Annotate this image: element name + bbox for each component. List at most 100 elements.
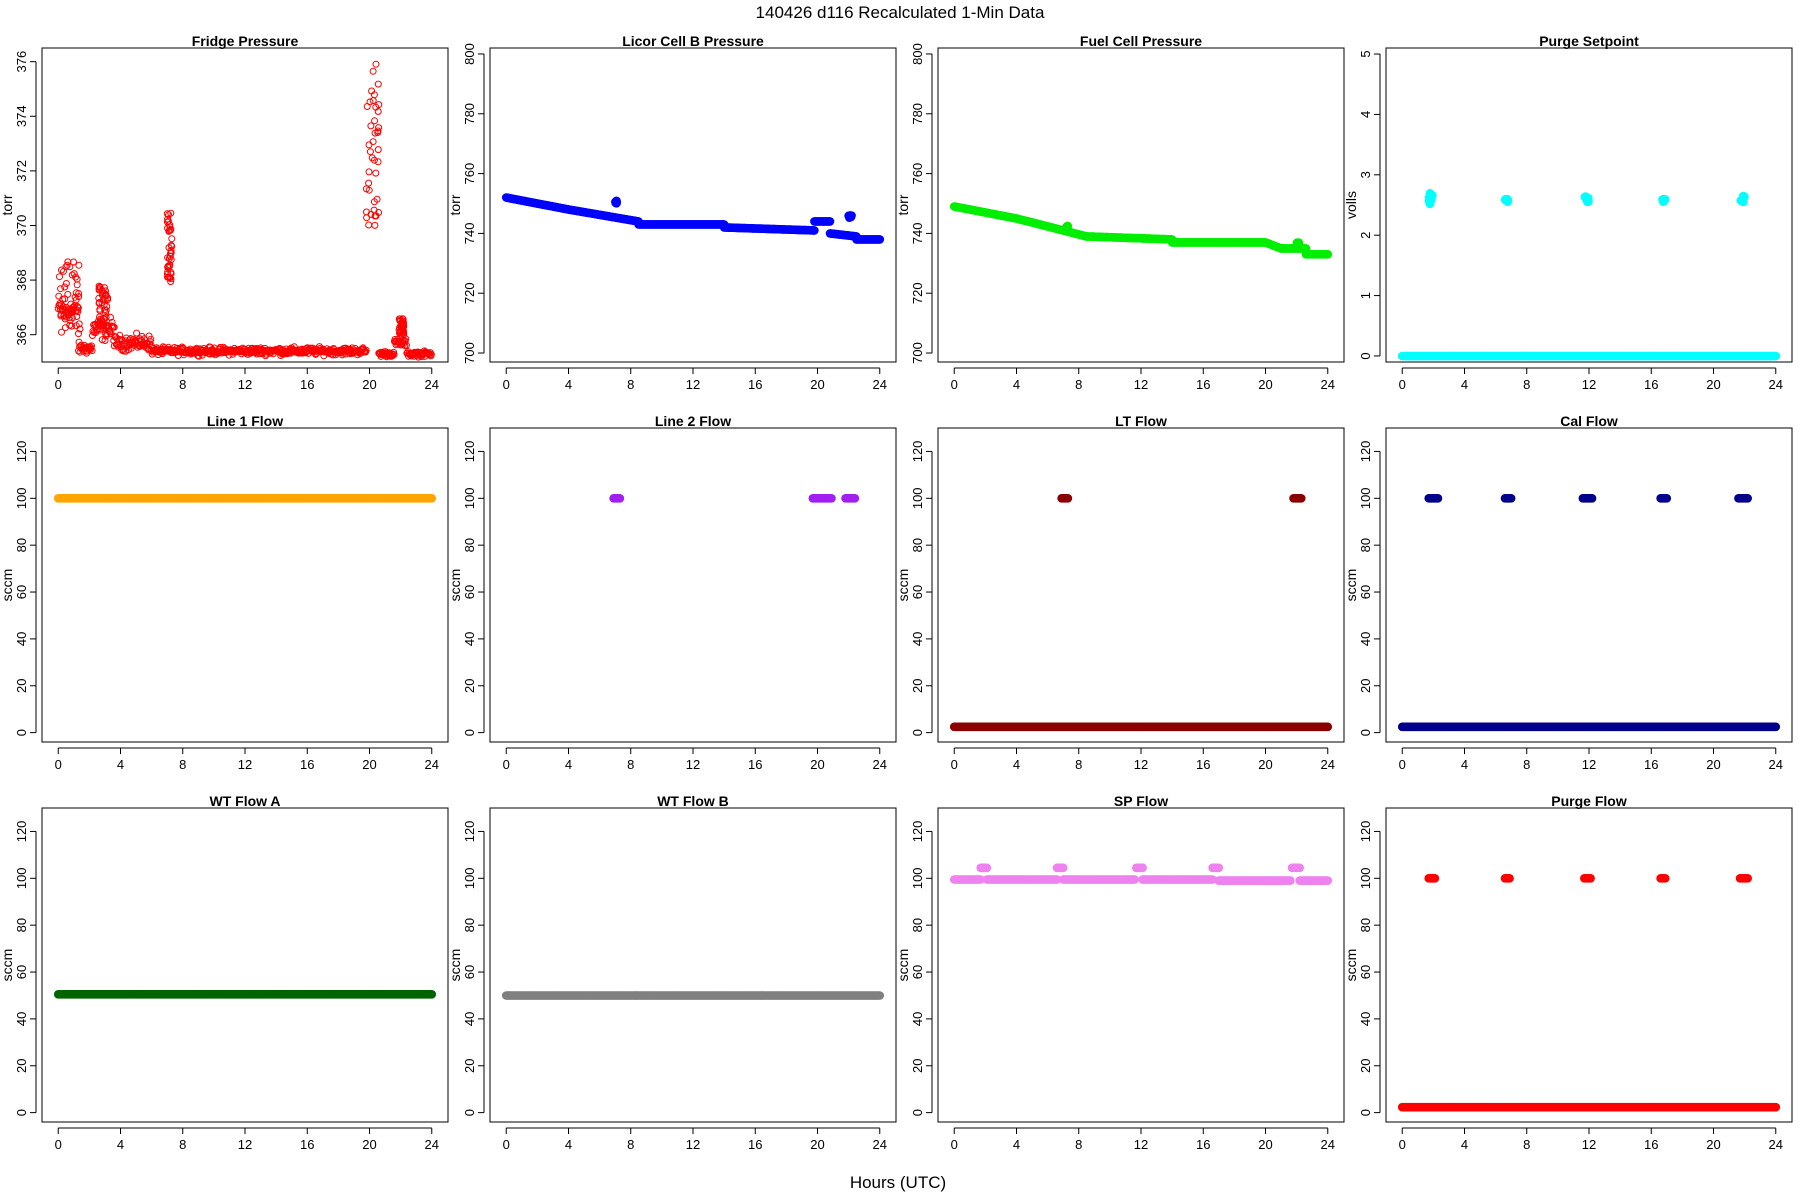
plot-frame bbox=[489, 427, 897, 743]
data-point bbox=[167, 226, 174, 234]
data-point bbox=[367, 210, 375, 218]
data-point bbox=[375, 124, 383, 132]
data-point bbox=[1659, 196, 1668, 205]
x-tick-label: 12 bbox=[1134, 757, 1148, 772]
data-point bbox=[1584, 197, 1593, 206]
x-tick-label: 12 bbox=[238, 1137, 252, 1152]
y-tick-label: 20 bbox=[14, 679, 29, 693]
x-tick-label: 16 bbox=[300, 377, 314, 392]
x-tick-label: 20 bbox=[1706, 757, 1720, 772]
y-tick-label: 760 bbox=[462, 163, 477, 185]
data-point bbox=[1297, 494, 1306, 503]
panel-title: Cal Flow bbox=[1560, 413, 1618, 429]
data-point bbox=[133, 329, 141, 337]
y-tick-label: 372 bbox=[14, 160, 29, 182]
data-point bbox=[195, 352, 203, 360]
x-tick-label: 8 bbox=[1523, 757, 1530, 772]
data-point bbox=[102, 287, 109, 295]
y-tick-label: 20 bbox=[910, 679, 925, 693]
y-tick-label: 60 bbox=[14, 585, 29, 599]
y-tick-label: 376 bbox=[14, 51, 29, 73]
data-point bbox=[1323, 250, 1333, 259]
x-tick-label: 8 bbox=[179, 377, 186, 392]
data-point bbox=[58, 266, 65, 274]
x-tick-label: 0 bbox=[1399, 377, 1406, 392]
data-point bbox=[1433, 494, 1443, 503]
data-point bbox=[164, 254, 172, 262]
x-tick-label: 8 bbox=[627, 377, 634, 392]
x-tick-label: 20 bbox=[1706, 377, 1720, 392]
y-tick-label: 60 bbox=[1358, 585, 1373, 599]
plot-frame bbox=[1385, 427, 1793, 743]
series bbox=[54, 60, 435, 361]
y-tick-label: 3 bbox=[1358, 171, 1373, 178]
x-tick-label: 4 bbox=[117, 757, 124, 772]
y-axis-label: torr bbox=[447, 194, 463, 215]
data-point bbox=[1743, 494, 1752, 503]
data-point bbox=[68, 271, 76, 279]
series bbox=[949, 202, 1333, 259]
data-point bbox=[163, 270, 171, 278]
y-tick-label: 60 bbox=[910, 585, 925, 599]
data-point bbox=[398, 322, 406, 330]
data-point bbox=[64, 258, 72, 266]
data-point bbox=[107, 313, 114, 321]
x-tick-label: 20 bbox=[1258, 757, 1272, 772]
x-tick-label: 24 bbox=[1769, 757, 1783, 772]
x-tick-label: 0 bbox=[1399, 757, 1406, 772]
data-point bbox=[100, 284, 108, 292]
data-point bbox=[850, 494, 860, 503]
y-tick-label: 740 bbox=[910, 223, 925, 245]
data-point bbox=[371, 221, 379, 229]
y-tick-label: 40 bbox=[14, 632, 29, 646]
data-point bbox=[365, 141, 373, 149]
y-tick-label: 100 bbox=[910, 487, 925, 509]
data-point bbox=[366, 148, 374, 156]
y-tick-label: 374 bbox=[14, 105, 29, 127]
x-tick-label: 24 bbox=[873, 377, 887, 392]
x-tick-label: 24 bbox=[1321, 377, 1335, 392]
y-tick-label: 100 bbox=[462, 487, 477, 509]
data-point bbox=[75, 293, 83, 301]
series bbox=[53, 990, 437, 999]
data-point bbox=[167, 278, 175, 286]
data-point bbox=[163, 210, 171, 218]
data-point bbox=[68, 307, 76, 315]
x-tick-label: 0 bbox=[951, 377, 958, 392]
y-tick-label: 60 bbox=[462, 585, 477, 599]
data-point bbox=[1506, 494, 1516, 503]
x-tick-label: 12 bbox=[1134, 377, 1148, 392]
data-point bbox=[66, 305, 73, 313]
y-tick-label: 0 bbox=[14, 729, 29, 736]
data-point bbox=[362, 346, 370, 354]
data-point bbox=[427, 351, 435, 358]
data-point bbox=[75, 290, 83, 297]
data-point bbox=[102, 313, 110, 321]
data-point bbox=[55, 301, 63, 309]
y-tick-label: 800 bbox=[462, 43, 477, 65]
y-tick-label: 100 bbox=[14, 867, 29, 889]
x-tick-label: 8 bbox=[179, 1137, 186, 1152]
y-tick-label: 5 bbox=[1358, 50, 1373, 57]
x-tick-label: 20 bbox=[362, 757, 376, 772]
y-tick-label: 700 bbox=[910, 342, 925, 364]
y-tick-label: 20 bbox=[1358, 679, 1373, 693]
data-point bbox=[365, 221, 373, 229]
panel-title: Purge Setpoint bbox=[1539, 33, 1639, 49]
data-point bbox=[1771, 351, 1781, 361]
data-point bbox=[1292, 239, 1302, 248]
x-tick-label: 4 bbox=[565, 757, 572, 772]
data-point bbox=[402, 341, 410, 349]
x-tick-label: 4 bbox=[1461, 377, 1468, 392]
y-tick-label: 370 bbox=[14, 215, 29, 237]
x-tick-label: 16 bbox=[1644, 377, 1658, 392]
data-point bbox=[56, 273, 63, 281]
data-point bbox=[102, 307, 110, 314]
data-point bbox=[1771, 722, 1781, 732]
y-axis-label: sccm bbox=[447, 569, 463, 602]
data-point bbox=[372, 60, 380, 68]
y-tick-label: 0 bbox=[910, 729, 925, 736]
y-axis-label: sccm bbox=[0, 949, 15, 982]
